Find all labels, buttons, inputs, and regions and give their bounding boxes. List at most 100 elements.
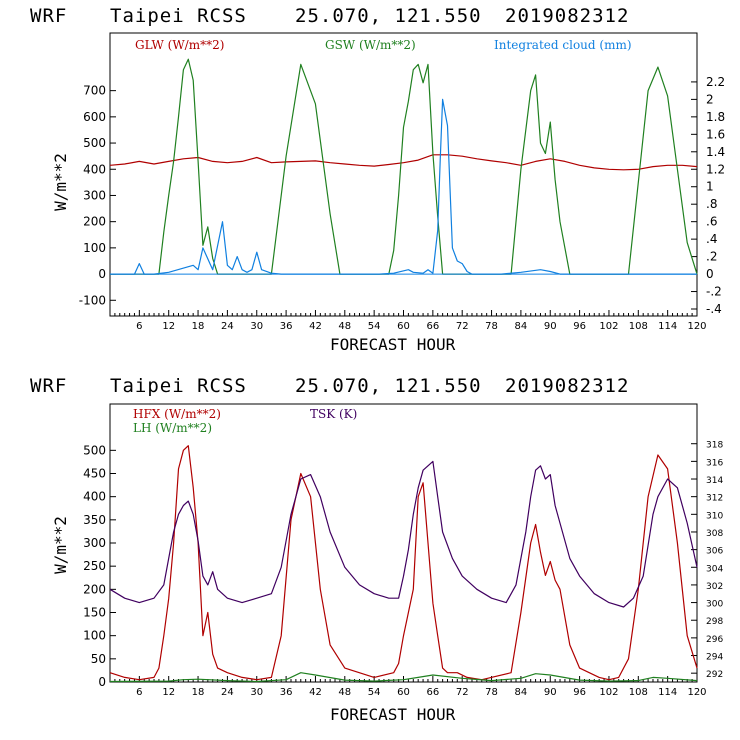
chart1-xtick-label: 90 — [544, 321, 557, 332]
chart2-xtick-label: 96 — [573, 687, 586, 698]
chart2-xtick-label: 72 — [456, 687, 469, 698]
chart2-xtick-label: 120 — [687, 687, 706, 698]
chart2-xtick-label: 78 — [485, 687, 498, 698]
chart1-ytick-label: 0 — [98, 267, 106, 281]
chart2-ylabel: W/m**2 — [51, 516, 70, 574]
chart1-xtick-label: 84 — [515, 321, 528, 332]
chart1-xtick-label: 18 — [192, 321, 205, 332]
chart1-ytick-label: 400 — [83, 162, 106, 176]
chart2-y2tick-label: 294 — [706, 653, 723, 663]
chart1-ytick-label: 100 — [83, 241, 106, 255]
chart1-y2tick-label: 1 — [706, 180, 714, 194]
chart1-xtick-label: 30 — [250, 321, 263, 332]
chart1-xtick-label: 78 — [485, 321, 498, 332]
chart2-title-coords: 25.070, 121.550 — [295, 375, 482, 397]
chart2-y2tick-label: 304 — [706, 564, 723, 574]
chart1-y2tick-label: 2 — [706, 92, 714, 106]
chart2-xtick-label: 24 — [221, 687, 234, 698]
chart2-series-0 — [109, 445, 698, 681]
chart2-xtick-label: 108 — [629, 687, 648, 698]
chart2-y2tick-label: 300 — [706, 600, 723, 610]
chart1-xtick-label: 36 — [280, 321, 293, 332]
chart1-y2tick-label: .8 — [706, 197, 717, 211]
chart2-y2tick-label: 312 — [706, 494, 723, 504]
chart1-legend-glw: GLW (W/m**2) — [135, 38, 224, 52]
chart2-xlabel: FORECAST HOUR — [330, 705, 456, 724]
chart2-legend-lh: LH (W/m**2) — [133, 421, 212, 435]
chart2-ytick-label: 250 — [83, 559, 106, 573]
chart1-title-run: 2019082312 — [505, 5, 629, 27]
chart2-ytick-label: 350 — [83, 513, 106, 527]
chart1-y2tick-label: .4 — [706, 232, 717, 246]
chart1-xtick-label: 48 — [338, 321, 351, 332]
chart2-xtick-label: 114 — [658, 687, 677, 698]
chart1-xtick-label: 120 — [687, 321, 706, 332]
chart2-y2tick-label: 306 — [706, 547, 723, 557]
chart1-xtick-label: 12 — [162, 321, 175, 332]
chart2-xtick-label: 60 — [397, 687, 410, 698]
chart1-y2tick-label: 1.8 — [706, 110, 725, 124]
chart2-xtick-label: 36 — [280, 687, 293, 698]
chart2-xtick-label: 18 — [192, 687, 205, 698]
chart2-legend-tsk: TSK (K) — [310, 407, 357, 421]
chart2-xtick-label: 84 — [515, 687, 528, 698]
chart1-xlabel: FORECAST HOUR — [330, 335, 456, 354]
chart2-ytick-label: 150 — [83, 606, 106, 620]
chart-1: WRF Taipei RCSS 25.070, 121.550 20190823… — [30, 5, 725, 354]
chart2-ytick-label: 200 — [83, 582, 106, 596]
chart1-series-1 — [110, 58, 698, 275]
chart1-y2tick-label: -.4 — [706, 302, 722, 316]
chart2-ytick-label: 300 — [83, 536, 106, 550]
chart2-ytick-label: 50 — [91, 652, 106, 666]
chart2-xtick-label: 48 — [338, 687, 351, 698]
chart1-title-station: Taipei RCSS — [110, 5, 247, 27]
chart1-xtick-label: 108 — [629, 321, 648, 332]
chart1-y2tick-label: -.2 — [706, 285, 722, 299]
chart1-y2tick-label: 1.2 — [706, 162, 725, 176]
chart2-series-2 — [109, 460, 698, 608]
chart2-series-1 — [109, 672, 698, 683]
chart2-xtick-label: 54 — [368, 687, 381, 698]
chart1-legend-gsw: GSW (W/m**2) — [325, 38, 416, 52]
chart1-y2tick-label: .2 — [706, 250, 717, 264]
chart1-ytick-label: 300 — [83, 188, 106, 202]
chart2-title-station: Taipei RCSS — [110, 375, 247, 397]
chart2-xtick-label: 30 — [250, 687, 263, 698]
chart2-ytick-label: 400 — [83, 490, 106, 504]
chart2-ytick-label: 100 — [83, 629, 106, 643]
chart-2: WRF Taipei RCSS 25.070, 121.550 20190823… — [30, 375, 723, 724]
chart2-xtick-label: 6 — [136, 687, 142, 698]
chart2-y2tick-label: 308 — [706, 529, 723, 539]
chart1-xtick-label: 6 — [136, 321, 142, 332]
chart2-xtick-label: 90 — [544, 687, 557, 698]
chart2-legend-hfx: HFX (W/m**2) — [133, 407, 221, 421]
chart1-ytick-label: -100 — [79, 293, 106, 307]
chart1-y2tick-label: 0 — [706, 267, 714, 281]
chart2-axes: 6 12 18 24 30 36 42 48 54 60 66 72 78 84 90 96 102 108 114… — [83, 403, 723, 698]
chart1-y2tick-label: 2.2 — [706, 75, 725, 89]
chart2-xtick-label: 66 — [426, 687, 439, 698]
chart2-xtick-label: 42 — [309, 687, 322, 698]
chart2-ytick-label: 0 — [98, 675, 106, 689]
chart2-ytick-label: 450 — [83, 467, 106, 481]
chart1-title-model: WRF — [30, 5, 67, 27]
chart1-ytick-label: 200 — [83, 215, 106, 229]
chart1-xtick-label: 72 — [456, 321, 469, 332]
chart1-xtick-label: 114 — [658, 321, 677, 332]
chart1-title-coords: 25.070, 121.550 — [295, 5, 482, 27]
chart2-series — [109, 445, 698, 683]
chart2-xtick-label: 102 — [599, 687, 618, 698]
chart2-y2tick-label: 310 — [706, 511, 723, 521]
chart1-xtick-label: 96 — [573, 321, 586, 332]
chart2-xtick-label: 12 — [162, 687, 175, 698]
chart1-y2tick-label: 1.4 — [706, 145, 725, 159]
chart2-ytick-label: 500 — [83, 443, 106, 457]
chart2-title-model: WRF — [30, 375, 67, 397]
chart1-y2tick-label: 1.6 — [706, 127, 725, 141]
chart1-xtick-label: 24 — [221, 321, 234, 332]
chart2-y2tick-label: 318 — [706, 441, 723, 451]
chart2-y2tick-label: 298 — [706, 617, 723, 627]
chart1-ylabel: W/m**2 — [51, 153, 70, 211]
chart1-ytick-label: 600 — [83, 110, 106, 124]
